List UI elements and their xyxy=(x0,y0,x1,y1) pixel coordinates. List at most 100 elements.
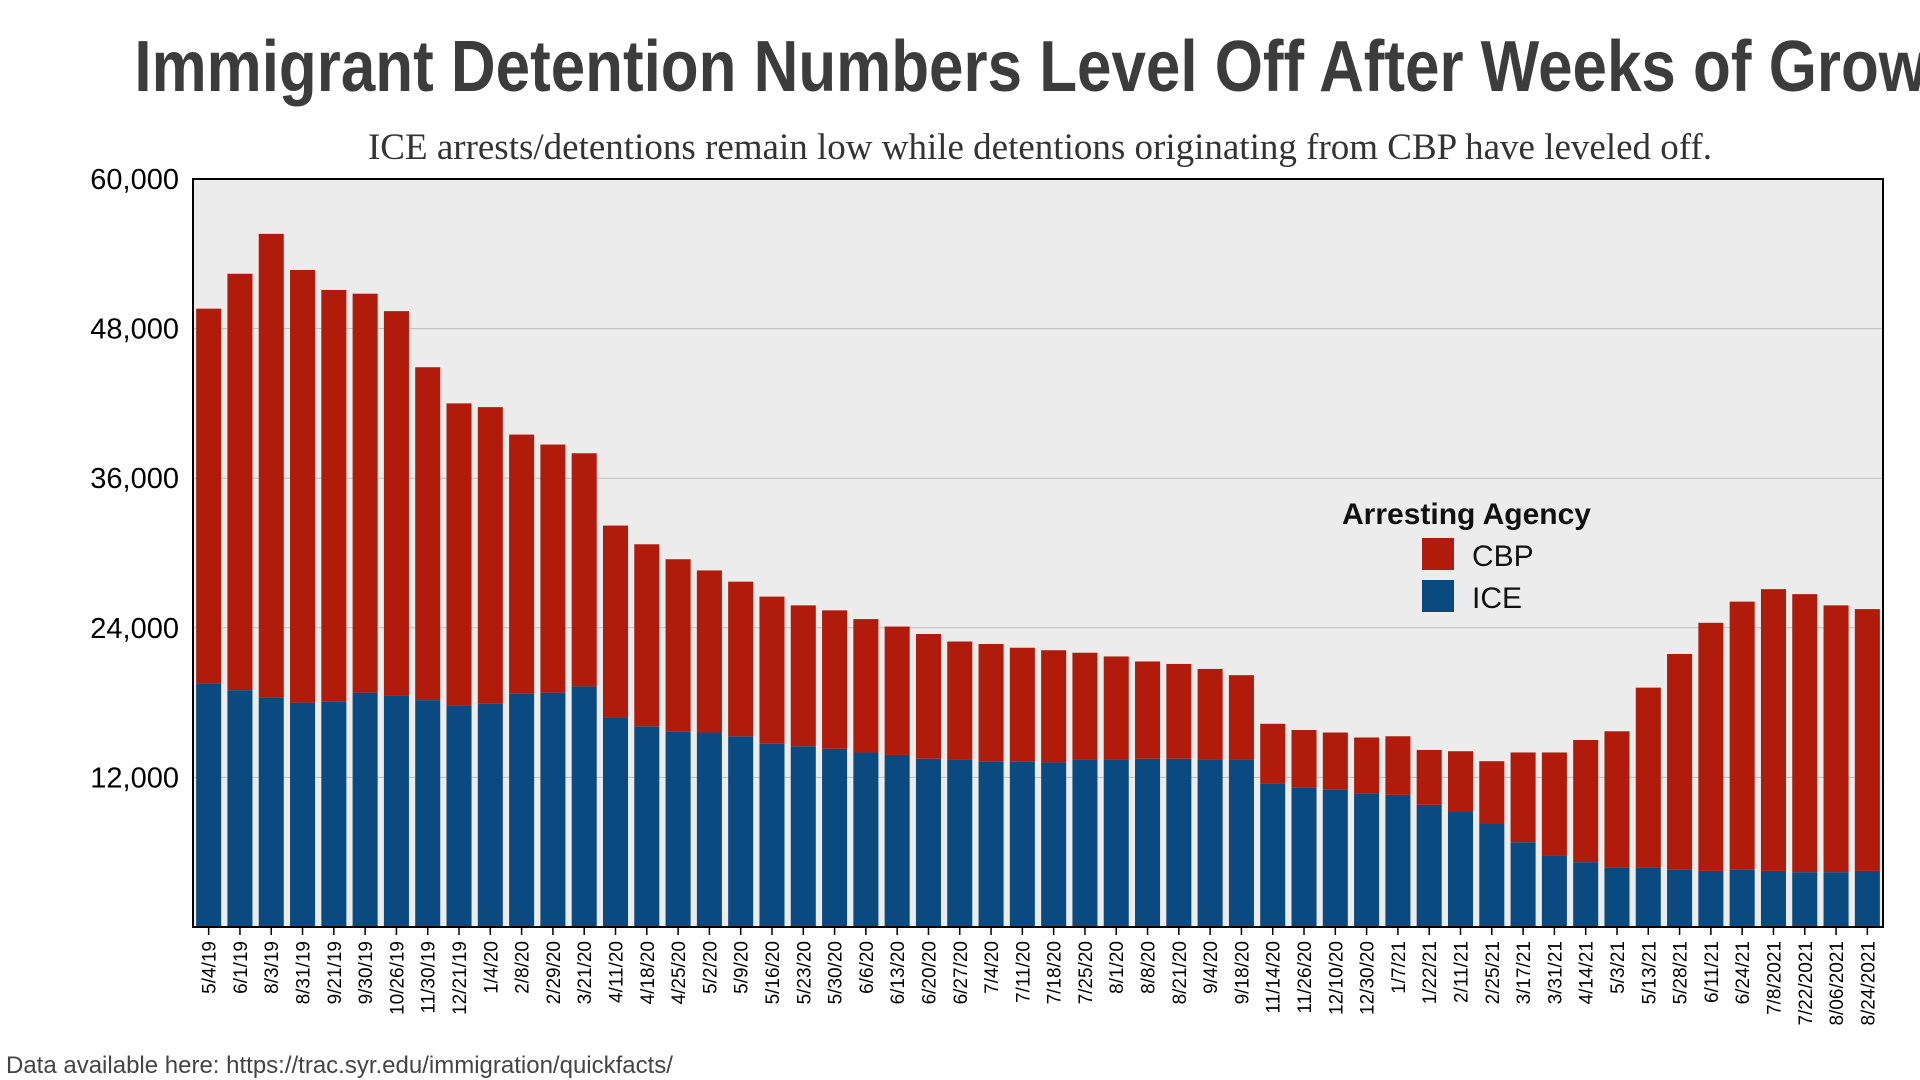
bar-ice xyxy=(1447,811,1474,927)
bar-ice xyxy=(1416,804,1442,927)
bar-ice xyxy=(1479,823,1505,927)
bar-ice xyxy=(1135,758,1161,927)
x-tick-label: 11/30/19 xyxy=(419,941,440,1014)
x-tick-label: 7/4/20 xyxy=(982,941,1003,994)
x-tick-label: 8/3/19 xyxy=(262,941,283,994)
bar-cbp xyxy=(1854,609,1880,871)
bar-cbp xyxy=(1698,622,1724,871)
x-tick-label: 1/7/21 xyxy=(1389,941,1410,994)
bar-cbp xyxy=(321,289,347,702)
bar-cbp xyxy=(1510,752,1536,843)
bar-cbp xyxy=(602,525,629,718)
bar-ice xyxy=(696,732,722,927)
x-tick-label: 7/11/20 xyxy=(1013,941,1034,1003)
bar-ice xyxy=(853,752,879,927)
x-tick-label: 1/4/20 xyxy=(481,941,502,994)
bar-ice xyxy=(227,690,253,927)
x-tick-label: 2/11/21 xyxy=(1452,941,1473,1003)
bar-ice xyxy=(1197,759,1223,927)
x-tick-label: 12/21/19 xyxy=(450,941,471,1015)
x-tick-label: 7/22/2021 xyxy=(1796,941,1817,1026)
bar-cbp xyxy=(1635,687,1661,868)
bar-ice xyxy=(446,705,472,927)
bar-ice xyxy=(915,758,941,927)
bar-cbp xyxy=(383,311,409,696)
bar-ice xyxy=(1322,789,1348,927)
chart-subtitle: ICE arrests/detentions remain low while … xyxy=(367,127,1713,168)
bar-ice xyxy=(1667,869,1693,927)
bar-ice xyxy=(1009,761,1035,927)
bar-ice xyxy=(947,759,973,927)
x-tick-label: 7/8/2021 xyxy=(1764,941,1785,1015)
bar-cbp xyxy=(509,434,535,694)
x-tick-label: 7/18/20 xyxy=(1045,941,1066,1004)
bar-cbp xyxy=(790,605,816,747)
bar-cbp xyxy=(1667,653,1693,870)
x-axis-ticks: 5/4/19 6/1/19 8/3/19 8/31/19 9/21/19 9/30/19 1… xyxy=(200,927,1879,1026)
bar-ice xyxy=(196,683,222,927)
bar-cbp xyxy=(1385,736,1411,795)
bar-cbp xyxy=(1604,731,1630,868)
bar-cbp xyxy=(915,634,941,759)
bar-ice xyxy=(1041,762,1067,927)
x-tick-label: 4/25/20 xyxy=(669,941,690,1004)
x-tick-label: 9/4/20 xyxy=(1201,941,1222,994)
x-tick-label: 2/8/20 xyxy=(513,941,534,994)
x-tick-label: 5/3/21 xyxy=(1608,941,1629,994)
bars xyxy=(196,233,1880,927)
bar-cbp xyxy=(540,444,566,693)
y-tick-label: 60,000 xyxy=(90,164,179,196)
bar-cbp xyxy=(1322,732,1348,790)
bar-cbp xyxy=(196,308,222,684)
bar-ice xyxy=(415,700,441,927)
x-tick-label: 9/30/19 xyxy=(356,941,377,1004)
bar-cbp xyxy=(1760,589,1786,871)
bar-ice xyxy=(1228,759,1254,927)
bar-cbp xyxy=(1792,594,1818,873)
x-tick-label: 3/31/21 xyxy=(1545,941,1566,1004)
x-tick-label: 3/21/20 xyxy=(575,941,596,1004)
source-note: Data available here: https://trac.syr.ed… xyxy=(6,1052,673,1079)
bar-ice xyxy=(1604,867,1630,927)
bar-ice xyxy=(884,754,910,927)
x-tick-label: 7/25/20 xyxy=(1076,941,1097,1004)
legend: Arresting Agency CBP ICE xyxy=(1342,498,1591,615)
bar-ice xyxy=(509,693,535,927)
bar-cbp xyxy=(1416,749,1442,805)
bar-ice xyxy=(1072,759,1098,927)
bar-ice xyxy=(477,703,503,927)
bar-cbp xyxy=(1447,751,1474,812)
bar-ice xyxy=(1698,870,1724,927)
x-tick-label: 3/17/21 xyxy=(1514,941,1535,1004)
bar-cbp xyxy=(1479,761,1505,824)
x-tick-label: 5/28/21 xyxy=(1671,941,1692,1004)
legend-title: Arresting Agency xyxy=(1342,498,1591,531)
bar-ice xyxy=(1541,855,1567,927)
x-tick-label: 6/1/19 xyxy=(231,941,252,994)
bar-cbp xyxy=(571,453,597,687)
bar-cbp xyxy=(1573,740,1599,863)
bar-ice xyxy=(1354,793,1380,927)
x-tick-label: 1/22/21 xyxy=(1420,941,1441,1004)
bar-cbp xyxy=(415,367,441,701)
bar-ice xyxy=(352,692,378,927)
bar-cbp xyxy=(728,581,754,737)
y-tick-label: 24,000 xyxy=(90,613,179,645)
x-tick-label: 6/13/20 xyxy=(888,941,909,1004)
legend-label-cbp: CBP xyxy=(1472,540,1534,573)
bar-cbp xyxy=(1291,730,1317,788)
bar-cbp xyxy=(884,626,910,755)
gridlines xyxy=(193,328,1883,778)
x-tick-label: 5/30/20 xyxy=(826,941,847,1004)
bar-cbp xyxy=(822,610,848,749)
bar-cbp xyxy=(477,407,503,704)
bar-cbp xyxy=(1541,752,1567,856)
bar-ice xyxy=(634,726,660,927)
x-tick-label: 12/10/20 xyxy=(1326,941,1347,1015)
bar-cbp xyxy=(227,273,253,691)
bar-ice xyxy=(258,697,284,927)
x-tick-label: 5/16/20 xyxy=(763,941,784,1004)
bar-ice xyxy=(1760,870,1786,927)
bar-ice xyxy=(665,731,691,927)
